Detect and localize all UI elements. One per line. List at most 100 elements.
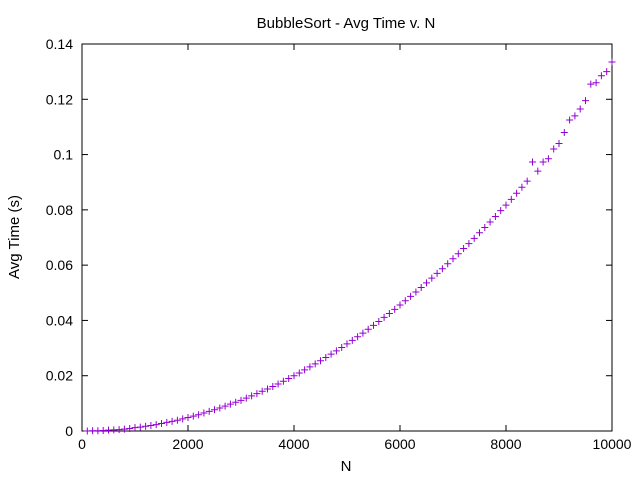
data-point [348,336,356,344]
data-point [126,425,134,433]
data-point [518,183,526,191]
data-point [311,360,319,368]
data-point [359,329,367,337]
data-point [338,344,346,352]
axis-ticks: 0 2000 4000 6000 8000 10000 0 0.02 0.04 0.06 0.08 0… [46,36,632,452]
data-point [274,380,282,388]
data-point [195,411,203,419]
data-point [470,234,478,242]
y-tick-label: 0.02 [46,368,73,384]
data-point [603,68,611,76]
y-tick-label: 0.04 [46,312,73,328]
x-tick-label: 4000 [278,436,309,452]
data-point [370,321,377,329]
data-point [433,269,441,277]
data-point [317,357,324,365]
data-point [327,350,335,358]
data-point [486,218,494,226]
data-point [364,325,372,333]
data-point [332,347,340,355]
data-point [258,387,266,395]
chart-title: BubbleSort - Avg Time v. N [257,15,436,32]
data-point [285,374,293,382]
data-point [279,377,287,385]
data-points [83,58,616,435]
data-point [354,333,362,341]
y-tick-label: 0.06 [46,257,73,273]
data-point [460,245,468,253]
data-point [248,392,256,400]
data-point [550,145,558,153]
data-point [523,177,531,185]
data-point [438,265,446,273]
data-point [380,313,388,321]
y-tick-label: 0.12 [46,91,73,107]
data-point [481,224,489,232]
data-point [566,116,574,124]
data-point [428,274,436,282]
data-point [587,80,595,88]
data-point [491,212,499,220]
data-point [396,301,404,309]
data-point [115,426,123,434]
x-axis-label: N [341,458,352,475]
data-point [158,420,165,428]
data-point [407,292,415,300]
data-point [476,229,483,237]
data-point [131,424,139,432]
data-point [184,413,192,421]
data-point [226,400,234,408]
data-point [179,415,187,423]
y-tick-label: 0.14 [46,36,73,52]
data-point [385,310,393,318]
data-point [544,155,552,163]
data-point [242,394,250,402]
data-point [142,422,150,430]
x-tick-label: 6000 [384,436,415,452]
data-point [412,288,420,296]
y-tick-label: 0.08 [46,202,73,218]
data-point [205,407,213,415]
data-point [444,260,452,268]
data-point [502,201,510,209]
data-point [264,385,271,393]
x-tick-label: 10000 [593,436,632,452]
data-point [507,195,515,203]
data-point [232,398,240,406]
data-point [269,382,277,390]
data-point [375,318,383,326]
data-point [322,353,330,361]
y-tick-label: 0 [65,423,73,439]
data-point [343,340,351,348]
data-point [592,79,600,87]
data-point [168,417,176,425]
data-point [555,140,563,148]
data-point [290,372,298,380]
data-point [417,284,425,292]
x-tick-label: 2000 [172,436,203,452]
data-point [571,112,579,120]
data-point [497,207,505,215]
data-point [211,406,218,414]
data-point [423,279,430,287]
data-point [173,416,181,424]
data-point [391,305,399,313]
data-point [237,396,245,404]
data-point [163,418,171,426]
data-point [200,409,208,417]
data-point [465,240,473,248]
data-point [560,128,568,136]
data-point [454,250,462,258]
data-point [147,421,155,429]
x-tick-label: 0 [78,436,86,452]
data-point [136,423,144,431]
x-tick-label: 8000 [490,436,521,452]
data-point [534,167,542,175]
y-tick-label: 0.1 [54,147,74,163]
data-point [295,369,303,377]
plot-frame [81,43,613,432]
data-point [152,421,160,429]
data-point [513,189,521,197]
data-point [449,255,457,263]
data-point [529,158,536,166]
